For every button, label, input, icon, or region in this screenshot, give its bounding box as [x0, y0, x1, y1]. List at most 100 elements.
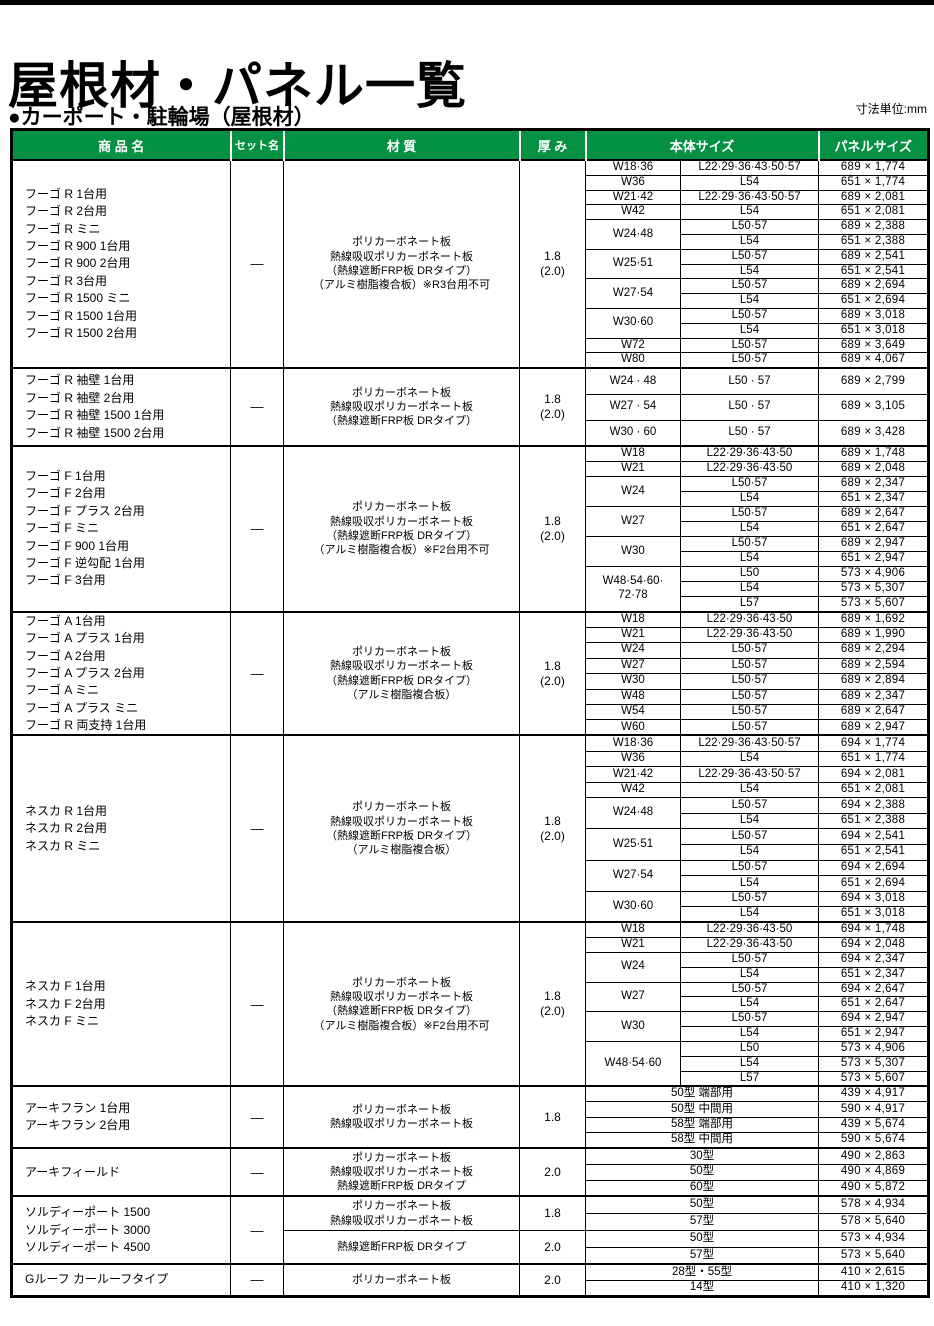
- body-type-cell: 58型 端部用: [585, 1116, 819, 1134]
- panel-size-cell: 590 × 4,917: [818, 1101, 929, 1118]
- body-width-cell: W24: [585, 475, 681, 507]
- body-type-cell: 50型: [585, 1163, 819, 1181]
- panel-size-cell: 689 × 2,799: [818, 367, 929, 395]
- panel-size-cell: 573 × 4,934: [818, 1229, 929, 1248]
- size-row: ソルディーポート 1500 ソルディーポート 3000 ソルディーポート 4500—…: [11, 1195, 929, 1265]
- size-row: 14型 410 × 1,320: [12, 1279, 929, 1297]
- panel-size-cell: 694 × 2,947: [818, 1011, 929, 1028]
- material-cell: 熱線遮断FRP板 DRタイプ: [283, 1229, 520, 1265]
- size-row: 60型 490 × 5,872: [12, 1179, 929, 1197]
- body-length-cell: L22·29·36·43·50·57: [680, 158, 819, 176]
- body-width-cell: W24: [585, 642, 681, 659]
- thickness-cell: 1.8: [519, 1085, 586, 1149]
- panel-size-cell: 651 × 1,774: [818, 750, 929, 768]
- size-row: W27 L50·57 694 × 2,647: [12, 981, 929, 1013]
- body-type-cell: 57型: [585, 1246, 819, 1265]
- body-length-cell: L50·57: [680, 352, 819, 369]
- size-row: W27 L50·57 689 × 2,647: [12, 505, 929, 537]
- body-length-cell: L50: [680, 565, 819, 582]
- body-width-cell: W30: [585, 1011, 681, 1042]
- body-type-cell: 60型: [585, 1179, 819, 1197]
- body-width-cell: W27: [585, 657, 681, 675]
- size-row: L54 573 × 5,307: [12, 580, 929, 597]
- body-width-cell: W80: [585, 352, 681, 369]
- body-width-cell: W54: [585, 703, 681, 721]
- body-width-cell: W25·51: [585, 828, 681, 861]
- thickness-cell: 1.8 (2.0): [519, 445, 586, 613]
- panel-size-cell: 573 × 5,607: [818, 595, 929, 613]
- body-width-cell: W27·54: [585, 278, 681, 309]
- body-width-cell: W27: [585, 981, 681, 1013]
- size-row: W25·51 L50·57 689 × 2,541: [12, 248, 929, 280]
- size-row: W27 L50·57 689 × 2,594: [12, 657, 929, 675]
- panel-size-cell: 689 × 1,692: [818, 610, 929, 628]
- panel-size-cell: 689 × 2,947: [818, 719, 929, 736]
- body-length-cell: L22·29·36·43·50·57: [680, 189, 819, 206]
- body-length-cell: L54: [680, 263, 819, 280]
- panel-size-cell: 689 × 2,347: [818, 475, 929, 492]
- body-length-cell: L22·29·36·43·50: [680, 921, 819, 939]
- body-type-cell: 58型 中間用: [585, 1132, 819, 1149]
- body-width-cell: W27·54: [585, 859, 681, 892]
- body-width-cell: W25·51: [585, 248, 681, 280]
- table-header: 商 品 名セット名材 質厚 み本体サイズ パネルサイズ: [11, 129, 929, 160]
- body-width-cell: W42: [585, 204, 681, 221]
- body-width-cell: W24 · 48: [585, 367, 681, 395]
- body-length-cell: L50·57: [680, 952, 819, 968]
- size-row: フーゴ F 1台用 フーゴ F 2台用 フーゴ F プラス 2台用 フーゴ F ミニフ…: [11, 445, 929, 613]
- panel-size-cell: 694 × 3,018: [818, 890, 929, 908]
- size-row: W48 L50·57 689 × 2,347: [12, 688, 929, 705]
- roofing-panel-table: 商 品 名セット名材 質厚 み本体サイズ パネルサイズ フーゴ R 1台用 フーゴ …: [10, 128, 930, 1298]
- body-length-cell: L50·57: [680, 248, 819, 265]
- body-length-cell: L50·57: [680, 337, 819, 354]
- body-length-cell: L50·57: [680, 673, 819, 690]
- col-set-name: セット名: [229, 129, 284, 160]
- panel-size-cell: 651 × 2,347: [818, 966, 929, 983]
- panel-size-cell: 689 × 2,081: [818, 189, 929, 206]
- set-name-cell: —: [230, 921, 284, 1087]
- size-row: L54 651 × 2,694: [12, 875, 929, 892]
- size-row: W48·54·60· 72·78 L50 573 × 4,906: [12, 565, 929, 613]
- panel-size-cell: 590 × 5,674: [818, 1132, 929, 1149]
- body-type-cell: 50型 中間用: [585, 1101, 819, 1118]
- panel-size-cell: 689 × 2,647: [818, 703, 929, 721]
- size-row: W48·54·60 L50 573 × 4,906: [12, 1040, 929, 1087]
- body-width-cell: W24·48: [585, 219, 681, 250]
- section-title: ●カーポート・駐輪場（屋根材）: [8, 106, 315, 130]
- body-width-cell: W18: [585, 610, 681, 628]
- panel-size-cell: 689 × 2,347: [818, 688, 929, 705]
- body-length-cell: L54: [680, 233, 819, 250]
- body-type-cell: 50型 端部用: [585, 1085, 819, 1103]
- panel-size-cell: 689 × 2,647: [818, 505, 929, 522]
- body-width-cell: W21: [585, 626, 681, 644]
- panel-size-cell: 689 × 2,894: [818, 673, 929, 690]
- body-width-cell: W42: [585, 781, 681, 799]
- body-length-cell: L54: [680, 174, 819, 191]
- body-width-cell: W60: [585, 719, 681, 736]
- body-length-cell: L54: [680, 322, 819, 339]
- thickness-cell: 1.8 (2.0): [519, 158, 586, 369]
- panel-size-cell: 573 × 5,640: [818, 1246, 929, 1265]
- body-length-cell: L50·57: [680, 703, 819, 721]
- panel-size-cell: 439 × 4,917: [818, 1085, 929, 1103]
- body-length-cell: L22·29·36·43·50·57: [680, 766, 819, 783]
- material-cell: ポリカーボネート板 熱線吸収ポリカーボネート板 （熱線遮断FRP板 DRタイプ） （ア…: [283, 445, 520, 613]
- size-row: W80 L50·57 689 × 4,067: [12, 352, 929, 369]
- body-length-cell: L50·57: [680, 859, 819, 877]
- col-material: 材 質: [282, 129, 520, 160]
- size-row: L54 573 × 5,307: [12, 1055, 929, 1072]
- body-width-cell: W21: [585, 460, 681, 477]
- panel-size-cell: 689 × 3,018: [818, 307, 929, 324]
- body-width-cell: W30·60: [585, 890, 681, 923]
- body-type-cell: 57型: [585, 1212, 819, 1231]
- panel-size-cell: 694 × 2,347: [818, 952, 929, 968]
- body-width-cell: W30: [585, 535, 681, 567]
- body-length-cell: L54: [680, 1026, 819, 1042]
- table-body: フーゴ R 1台用 フーゴ R 2台用 フーゴ R ミニ フーゴ R 900 1台用フ…: [11, 158, 929, 1297]
- panel-size-cell: 651 × 1,774: [818, 174, 929, 191]
- size-row: フーゴ R 袖壁 1台用 フーゴ R 袖壁 2台用 フーゴ R 袖壁 1500 1台…: [11, 367, 929, 447]
- size-row: W30 · 60 L50 · 57 689 × 3,428: [12, 419, 929, 447]
- set-name-cell: —: [230, 1195, 284, 1265]
- body-length-cell: L22·29·36·43·50: [680, 610, 819, 628]
- body-width-cell: W18: [585, 445, 681, 462]
